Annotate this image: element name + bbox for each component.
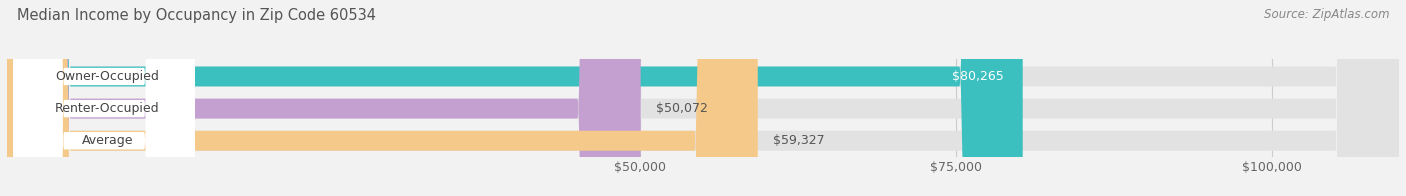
Text: $80,265: $80,265 xyxy=(952,70,1004,83)
Text: Owner-Occupied: Owner-Occupied xyxy=(55,70,159,83)
Text: Average: Average xyxy=(82,134,134,147)
FancyBboxPatch shape xyxy=(7,0,1399,196)
FancyBboxPatch shape xyxy=(7,0,1399,196)
Text: Renter-Occupied: Renter-Occupied xyxy=(55,102,160,115)
Text: $59,327: $59,327 xyxy=(773,134,824,147)
Text: Median Income by Occupancy in Zip Code 60534: Median Income by Occupancy in Zip Code 6… xyxy=(17,8,375,23)
FancyBboxPatch shape xyxy=(7,0,641,196)
Text: $50,072: $50,072 xyxy=(655,102,707,115)
FancyBboxPatch shape xyxy=(7,0,1022,196)
FancyBboxPatch shape xyxy=(7,0,1399,196)
FancyBboxPatch shape xyxy=(14,0,195,196)
FancyBboxPatch shape xyxy=(14,0,195,196)
FancyBboxPatch shape xyxy=(7,0,758,196)
Text: Source: ZipAtlas.com: Source: ZipAtlas.com xyxy=(1264,8,1389,21)
FancyBboxPatch shape xyxy=(14,0,195,196)
